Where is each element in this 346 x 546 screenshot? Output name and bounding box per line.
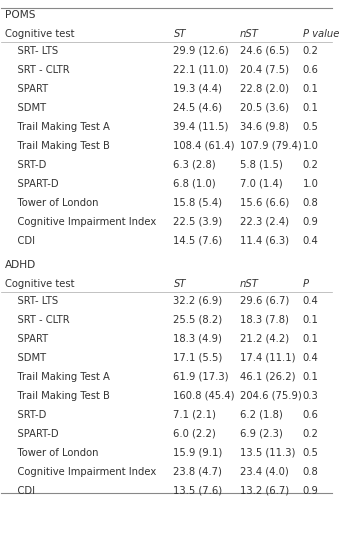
Text: 0.8: 0.8	[303, 467, 318, 477]
Text: 0.2: 0.2	[303, 46, 318, 56]
Text: 6.8 (1.0): 6.8 (1.0)	[173, 179, 216, 189]
Text: 18.3 (7.8): 18.3 (7.8)	[240, 314, 289, 325]
Text: Cognitive test: Cognitive test	[5, 28, 74, 39]
Text: 1.0: 1.0	[303, 179, 318, 189]
Text: SPART: SPART	[5, 84, 48, 94]
Text: 21.2 (4.2): 21.2 (4.2)	[240, 334, 289, 343]
Text: SRT - CLTR: SRT - CLTR	[5, 314, 69, 325]
Text: 0.4: 0.4	[303, 236, 318, 246]
Text: 24.6 (6.5): 24.6 (6.5)	[240, 46, 289, 56]
Text: SRT-D: SRT-D	[5, 160, 46, 170]
Text: 22.5 (3.9): 22.5 (3.9)	[173, 217, 222, 227]
Text: Tower of London: Tower of London	[5, 198, 98, 208]
Text: 29.6 (6.7): 29.6 (6.7)	[240, 296, 289, 306]
Text: 0.1: 0.1	[303, 314, 318, 325]
Text: 0.1: 0.1	[303, 372, 318, 382]
Text: 20.5 (3.6): 20.5 (3.6)	[240, 103, 289, 112]
Text: 0.4: 0.4	[303, 353, 318, 363]
Text: 17.1 (5.5): 17.1 (5.5)	[173, 353, 223, 363]
Text: P value: P value	[303, 28, 339, 39]
Text: 15.6 (6.6): 15.6 (6.6)	[240, 198, 289, 208]
Text: 6.3 (2.8): 6.3 (2.8)	[173, 160, 216, 170]
Text: 22.8 (2.0): 22.8 (2.0)	[240, 84, 289, 94]
Text: 19.3 (4.4): 19.3 (4.4)	[173, 84, 222, 94]
Text: Cognitive Impairment Index: Cognitive Impairment Index	[5, 217, 156, 227]
Text: POMS: POMS	[5, 9, 35, 20]
Text: 13.5 (11.3): 13.5 (11.3)	[240, 448, 295, 458]
Text: 14.5 (7.6): 14.5 (7.6)	[173, 236, 222, 246]
Text: 15.9 (9.1): 15.9 (9.1)	[173, 448, 223, 458]
Text: Trail Making Test B: Trail Making Test B	[5, 391, 110, 401]
Text: 0.6: 0.6	[303, 64, 318, 75]
Text: 13.2 (6.7): 13.2 (6.7)	[240, 486, 289, 496]
Text: CDI: CDI	[5, 486, 35, 496]
Text: 13.5 (7.6): 13.5 (7.6)	[173, 486, 222, 496]
Text: Trail Making Test B: Trail Making Test B	[5, 141, 110, 151]
Text: SPART-D: SPART-D	[5, 179, 58, 189]
Text: 0.3: 0.3	[303, 391, 318, 401]
Text: P: P	[303, 278, 309, 289]
Text: Tower of London: Tower of London	[5, 448, 98, 458]
Text: SPART: SPART	[5, 334, 48, 343]
Text: SDMT: SDMT	[5, 353, 46, 363]
Text: 1.0: 1.0	[303, 141, 318, 151]
Text: ST: ST	[173, 278, 186, 289]
Text: SRT - CLTR: SRT - CLTR	[5, 64, 69, 75]
Text: 7.0 (1.4): 7.0 (1.4)	[240, 179, 282, 189]
Text: 15.8 (5.4): 15.8 (5.4)	[173, 198, 222, 208]
Text: 6.9 (2.3): 6.9 (2.3)	[240, 429, 282, 439]
Text: 5.8 (1.5): 5.8 (1.5)	[240, 160, 282, 170]
Text: Cognitive test: Cognitive test	[5, 278, 74, 289]
Text: 24.5 (4.6): 24.5 (4.6)	[173, 103, 222, 112]
Text: 29.9 (12.6): 29.9 (12.6)	[173, 46, 229, 56]
Text: 0.1: 0.1	[303, 334, 318, 343]
Text: 46.1 (26.2): 46.1 (26.2)	[240, 372, 295, 382]
Text: 61.9 (17.3): 61.9 (17.3)	[173, 372, 229, 382]
Text: nST: nST	[240, 28, 258, 39]
Text: Cognitive Impairment Index: Cognitive Impairment Index	[5, 467, 156, 477]
Text: Trail Making Test A: Trail Making Test A	[5, 372, 110, 382]
Text: ADHD: ADHD	[5, 259, 36, 270]
Text: 17.4 (11.1): 17.4 (11.1)	[240, 353, 295, 363]
Text: SRT-D: SRT-D	[5, 410, 46, 420]
Text: 20.4 (7.5): 20.4 (7.5)	[240, 64, 289, 75]
Text: 0.5: 0.5	[303, 122, 318, 132]
Text: Trail Making Test A: Trail Making Test A	[5, 122, 110, 132]
Text: 107.9 (79.4): 107.9 (79.4)	[240, 141, 301, 151]
Text: 22.3 (2.4): 22.3 (2.4)	[240, 217, 289, 227]
Text: 23.4 (4.0): 23.4 (4.0)	[240, 467, 289, 477]
Text: 0.8: 0.8	[303, 198, 318, 208]
Text: 0.6: 0.6	[303, 410, 318, 420]
Text: 0.5: 0.5	[303, 448, 318, 458]
Text: ST: ST	[173, 28, 186, 39]
Text: 0.1: 0.1	[303, 103, 318, 112]
Text: 34.6 (9.8): 34.6 (9.8)	[240, 122, 289, 132]
Text: 23.8 (4.7): 23.8 (4.7)	[173, 467, 222, 477]
Text: 204.6 (75.9): 204.6 (75.9)	[240, 391, 301, 401]
Text: 0.9: 0.9	[303, 486, 318, 496]
Text: SPART-D: SPART-D	[5, 429, 58, 439]
Text: 0.9: 0.9	[303, 217, 318, 227]
Text: 0.2: 0.2	[303, 429, 318, 439]
Text: 0.4: 0.4	[303, 296, 318, 306]
Text: nST: nST	[240, 278, 258, 289]
Text: 7.1 (2.1): 7.1 (2.1)	[173, 410, 216, 420]
Text: SRT- LTS: SRT- LTS	[5, 46, 58, 56]
Text: SDMT: SDMT	[5, 103, 46, 112]
Text: 0.2: 0.2	[303, 160, 318, 170]
Text: 108.4 (61.4): 108.4 (61.4)	[173, 141, 235, 151]
Text: 18.3 (4.9): 18.3 (4.9)	[173, 334, 222, 343]
Text: SRT- LTS: SRT- LTS	[5, 296, 58, 306]
Text: 39.4 (11.5): 39.4 (11.5)	[173, 122, 229, 132]
Text: 0.1: 0.1	[303, 84, 318, 94]
Text: 6.0 (2.2): 6.0 (2.2)	[173, 429, 216, 439]
Text: 22.1 (11.0): 22.1 (11.0)	[173, 64, 229, 75]
Text: 11.4 (6.3): 11.4 (6.3)	[240, 236, 289, 246]
Text: CDI: CDI	[5, 236, 35, 246]
Text: 6.2 (1.8): 6.2 (1.8)	[240, 410, 282, 420]
Text: 25.5 (8.2): 25.5 (8.2)	[173, 314, 222, 325]
Text: 160.8 (45.4): 160.8 (45.4)	[173, 391, 235, 401]
Text: 32.2 (6.9): 32.2 (6.9)	[173, 296, 222, 306]
